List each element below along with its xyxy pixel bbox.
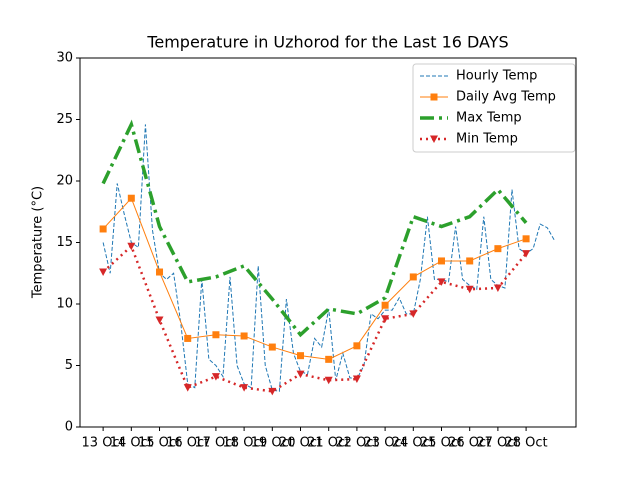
marker: [99, 268, 108, 277]
x-tick-label: 22 Oct: [335, 436, 378, 451]
marker: [156, 268, 164, 276]
y-tick-label: 0: [65, 420, 73, 435]
marker: [465, 285, 474, 294]
marker: [381, 301, 389, 309]
marker: [212, 331, 220, 339]
x-tick-label: 24 Oct: [392, 436, 435, 451]
marker: [268, 387, 277, 396]
marker: [437, 278, 446, 286]
x-tick-label: 20 Oct: [279, 436, 322, 451]
x-tick-label: 19 Oct: [251, 436, 294, 451]
marker: [437, 257, 445, 265]
marker: [325, 355, 333, 363]
y-tick-label: 5: [65, 358, 73, 373]
marker: [409, 273, 417, 281]
marker: [240, 384, 249, 392]
series-line: [102, 124, 555, 392]
legend-label: Max Temp: [456, 111, 522, 126]
marker: [352, 375, 361, 384]
series-line: [102, 244, 528, 393]
legend-marker: [430, 135, 438, 143]
marker: [183, 384, 192, 392]
x-tick-label: 23 Oct: [364, 436, 407, 451]
y-tick-label: 25: [56, 112, 73, 127]
series-line: [101, 119, 528, 338]
x-tick-label: 14 Oct: [110, 436, 153, 451]
series-line: [102, 197, 527, 360]
x-tick-label: 17 Oct: [194, 436, 237, 451]
x-tick-label: 18 Oct: [223, 436, 266, 451]
marker: [466, 257, 474, 265]
marker: [494, 245, 502, 253]
legend-label: Daily Avg Temp: [456, 90, 556, 105]
legend-label: Min Temp: [456, 132, 518, 147]
marker: [184, 334, 192, 342]
legend-box: [412, 63, 576, 153]
y-tick-label: 10: [56, 297, 73, 312]
marker: [127, 194, 135, 202]
x-tick-label: 25 Oct: [420, 436, 463, 451]
marker: [381, 315, 390, 323]
legend-marker: [430, 93, 438, 101]
marker: [409, 310, 418, 318]
marker: [522, 250, 531, 258]
marker: [268, 343, 276, 351]
marker: [353, 342, 361, 350]
x-tick-label: 26 Oct: [448, 436, 491, 451]
x-tick-label: 28 Oct: [505, 436, 548, 451]
marker: [493, 284, 502, 293]
marker: [127, 242, 136, 251]
x-tick-label: 13 Oct: [82, 436, 125, 451]
legend-label: Hourly Temp: [456, 69, 537, 84]
marker: [99, 225, 107, 233]
marker: [522, 235, 530, 243]
x-tick-label: 27 Oct: [476, 436, 519, 451]
chart-title: Temperature in Uzhorod for the Last 16 D…: [146, 33, 508, 52]
y-tick-label: 20: [56, 174, 73, 189]
y-tick-label: 30: [56, 51, 73, 66]
marker: [240, 332, 248, 340]
plot-frame: [79, 57, 577, 428]
marker: [297, 352, 305, 360]
marker: [155, 316, 164, 324]
marker: [211, 373, 220, 381]
y-tick-label: 15: [56, 235, 73, 250]
x-tick-label: 16 Oct: [166, 436, 209, 451]
x-tick-label: 15 Oct: [138, 436, 181, 451]
x-tick-label: 21 Oct: [307, 436, 350, 451]
marker: [324, 376, 333, 385]
marker: [296, 370, 305, 379]
y-axis-label: Temperature (°C): [31, 186, 46, 299]
